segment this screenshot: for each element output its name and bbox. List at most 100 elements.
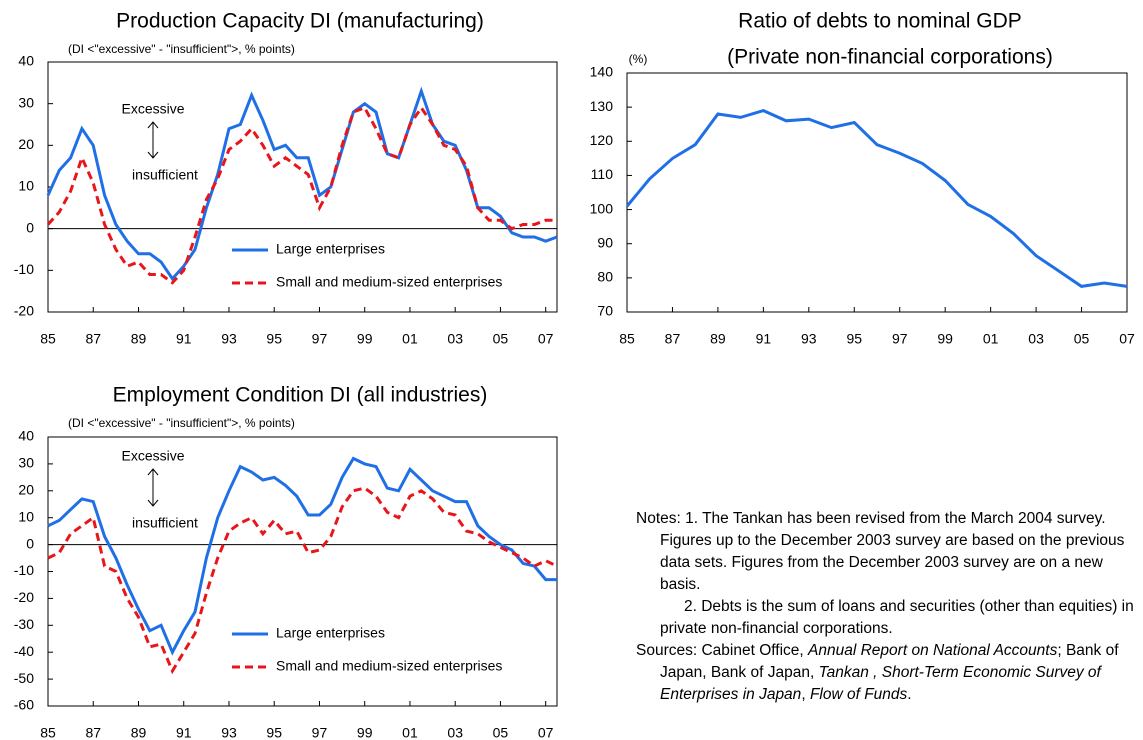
y-tick-label: 120 [590, 132, 614, 148]
source-part: . [907, 686, 912, 703]
y-tick-label: -20 [14, 303, 34, 319]
y-tick-label: 40 [18, 53, 34, 69]
legend-label: Large enterprises [276, 625, 385, 641]
x-tick-label: 95 [846, 331, 862, 347]
y-tick-label: 20 [18, 482, 34, 498]
x-tick-label: 87 [85, 725, 101, 740]
x-tick-label: 93 [221, 331, 237, 347]
x-tick-label: 99 [357, 725, 373, 740]
sources-label: Sources: [636, 642, 698, 659]
source-part: Annual Report on National Accounts [808, 642, 1058, 659]
sources: Sources: Cabinet Office, Annual Report o… [636, 640, 1143, 706]
x-tick-label: 85 [40, 331, 56, 347]
x-tick-label: 99 [937, 331, 953, 347]
y-tick-label: -20 [14, 589, 34, 605]
x-tick-label: 01 [402, 725, 418, 740]
y-tick-label: -10 [14, 261, 34, 277]
y-tick-label: -40 [14, 643, 34, 659]
note-2: 2. Debts is the sum of loans and securit… [636, 596, 1143, 640]
series-line [46, 105, 557, 285]
source-part: Tankan , Short-Term Economic Survey of E… [660, 664, 1101, 703]
upper-label: Excessive [121, 448, 184, 464]
x-tick-label: 05 [493, 725, 509, 740]
y-tick-label: 10 [18, 508, 34, 524]
lower-label: insufficient [132, 515, 198, 531]
lower-label: insufficient [132, 167, 198, 183]
notes-label: Notes: [636, 510, 681, 527]
y-tick-label: 110 [591, 166, 614, 182]
series-line [625, 109, 1128, 288]
y-tick-label: 80 [597, 269, 613, 285]
x-tick-label: 91 [176, 725, 192, 740]
x-tick-label: 95 [266, 725, 282, 740]
y-tick-label: 10 [18, 178, 34, 194]
chart-subtitle: (Private non-financial corporations) [727, 46, 1053, 69]
y-tick-label: 130 [590, 98, 614, 114]
y-tick-label: 0 [26, 535, 34, 551]
x-tick-label: 93 [801, 331, 817, 347]
source-part: , [801, 686, 810, 703]
x-tick-label: 91 [756, 331, 772, 347]
x-tick-label: 85 [619, 331, 635, 347]
legend-label: Large enterprises [276, 241, 385, 257]
y-tick-label: 100 [590, 200, 614, 216]
x-tick-label: 07 [1119, 331, 1135, 347]
arrow [147, 121, 159, 159]
annotation: (DI <"excessive" - "insufficient">, % po… [68, 42, 295, 56]
y-tick-label: -10 [14, 562, 34, 578]
y-tick-label: 30 [18, 455, 34, 471]
x-tick-label: 99 [357, 331, 373, 347]
chart-title: Ratio of debts to nominal GDP [738, 10, 1022, 33]
y-tick-label: 0 [26, 219, 34, 235]
x-tick-label: 89 [131, 331, 147, 347]
y-tick-label: 90 [597, 234, 613, 250]
x-tick-label: 07 [538, 331, 554, 347]
x-tick-label: 01 [983, 331, 999, 347]
x-tick-label: 05 [1074, 331, 1090, 347]
legend-label: Small and medium-sized enterprises [276, 658, 502, 674]
x-tick-label: 03 [1028, 331, 1044, 347]
x-tick-label: 03 [447, 331, 463, 347]
series-line [47, 456, 557, 656]
note-text: 1. The Tankan has been revised from the … [660, 510, 1125, 593]
source-part: Flow of Funds [809, 686, 908, 703]
chart-title: Employment Condition DI (all industries) [113, 384, 488, 407]
series-line [47, 486, 558, 675]
x-tick-label: 87 [665, 331, 681, 347]
x-tick-label: 95 [266, 331, 282, 347]
note-1: Notes: 1. The Tankan has been revised fr… [636, 508, 1143, 596]
y-tick-label: 30 [18, 94, 34, 110]
y-tick-label: -60 [14, 697, 34, 713]
legend-label: Small and medium-sized enterprises [276, 274, 502, 290]
x-tick-label: 07 [538, 725, 554, 740]
x-tick-label: 05 [493, 331, 509, 347]
source-part: Cabinet Office, [701, 642, 809, 659]
source-part: ; Bank of Japan, Bank of Japan, [660, 642, 1119, 681]
x-tick-label: 97 [312, 331, 328, 347]
chart-title: Production Capacity DI (manufacturing) [116, 10, 484, 33]
x-tick-label: 85 [40, 725, 56, 740]
x-tick-label: 93 [221, 725, 237, 740]
x-tick-label: 03 [447, 725, 463, 740]
note-text: 2. Debts is the sum of loans and securit… [660, 598, 1134, 637]
upper-label: Excessive [121, 101, 184, 117]
plot-frame [626, 72, 1128, 313]
y-tick-label: -30 [14, 616, 34, 632]
x-tick-label: 89 [710, 331, 726, 347]
x-tick-label: 91 [176, 331, 192, 347]
x-tick-label: 97 [892, 331, 908, 347]
y-tick-label: 20 [18, 136, 34, 152]
x-tick-label: 01 [402, 331, 418, 347]
x-tick-label: 97 [312, 725, 328, 740]
x-tick-label: 87 [85, 331, 101, 347]
annotation: (DI <"excessive" - "insufficient">, % po… [68, 416, 295, 430]
notes: Notes: 1. The Tankan has been revised fr… [636, 508, 1143, 706]
y-tick-label: -50 [14, 670, 34, 686]
arrow [147, 468, 159, 507]
unit-label: (%) [629, 52, 648, 66]
y-tick-label: 70 [597, 303, 613, 319]
y-tick-label: 40 [18, 428, 34, 444]
x-tick-label: 89 [131, 725, 147, 740]
